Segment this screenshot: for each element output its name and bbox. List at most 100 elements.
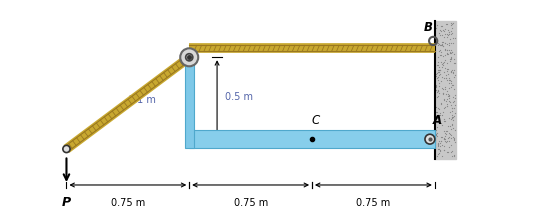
Point [437,135,446,139]
Point [437,87,446,90]
Point [444,92,453,96]
Point [439,97,448,101]
Point [436,113,444,117]
Point [442,76,450,80]
Point [432,115,441,118]
Point [432,74,441,78]
Point [437,43,445,47]
Point [438,43,447,46]
Point [433,71,442,74]
Point [441,53,449,56]
Point [449,101,458,104]
Point [436,139,445,143]
Point [435,31,443,34]
Point [446,22,455,25]
Point [444,81,453,85]
Point [434,89,442,93]
Point [436,144,444,148]
Point [434,89,443,93]
Point [439,44,447,48]
Point [451,73,459,77]
Point [449,126,458,130]
Point [434,114,442,117]
Point [446,57,455,60]
Point [442,23,450,26]
Point [450,114,458,118]
Point [450,106,458,110]
Point [447,81,456,84]
Point [435,118,443,122]
Point [439,30,448,33]
Point [441,48,449,51]
Point [438,24,446,27]
Point [436,53,444,57]
Point [434,56,442,59]
Point [434,88,443,91]
Point [440,131,449,135]
Point [446,100,454,104]
Point [433,134,441,138]
Point [440,35,449,38]
Bar [435,21,456,159]
Point [448,154,457,158]
Point [439,145,448,148]
Text: B: B [424,21,433,34]
Point [437,33,446,37]
Bar [185,57,194,148]
Point [439,54,447,57]
Point [435,151,443,155]
Point [446,50,454,54]
Point [447,23,456,26]
Point [444,151,453,154]
Point [439,149,448,152]
Point [434,148,442,151]
Point [432,105,441,109]
Point [438,40,447,43]
Point [439,61,448,64]
Point [449,118,458,122]
Point [449,115,458,118]
Point [441,135,450,138]
Point [448,123,457,127]
Point [436,34,445,37]
Point [443,97,452,101]
Point [450,137,458,141]
Point [441,28,449,31]
Point [450,61,458,65]
Point [437,135,445,139]
Point [445,117,453,120]
Point [450,68,458,72]
Text: 0.75 m: 0.75 m [111,198,145,208]
Point [432,128,441,132]
Point [450,99,458,103]
Point [449,71,457,75]
Point [447,57,456,61]
Point [432,88,441,92]
Point [443,150,451,154]
Point [449,41,457,45]
Point [438,91,447,94]
Point [434,113,443,117]
Point [437,42,446,46]
Point [435,65,443,69]
Point [442,132,451,136]
Point [446,104,455,107]
Point [450,139,459,142]
Point [432,73,441,76]
Point [441,139,449,143]
Point [450,87,459,91]
Point [441,66,449,70]
Point [439,88,447,91]
Point [442,78,451,81]
Point [443,136,452,140]
Point [445,43,453,46]
Point [441,85,449,88]
Point [443,35,451,38]
Point [445,93,454,96]
Point [446,136,455,140]
Point [441,41,450,45]
Point [450,111,459,115]
Point [438,62,446,66]
Point [436,111,444,115]
Point [437,40,446,44]
